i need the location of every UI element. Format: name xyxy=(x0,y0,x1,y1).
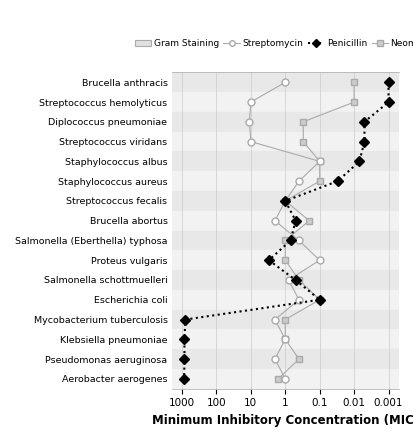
Bar xyxy=(171,72,398,92)
Bar xyxy=(171,171,398,191)
Bar xyxy=(171,191,398,211)
Bar xyxy=(171,152,398,171)
Bar xyxy=(171,290,398,310)
Bar xyxy=(171,349,398,369)
Bar xyxy=(171,310,398,329)
Bar xyxy=(171,270,398,290)
Legend: Gram Staining, Streptomycin, Penicillin, Neomycin: Gram Staining, Streptomycin, Penicillin,… xyxy=(131,36,413,52)
Bar xyxy=(171,211,398,231)
Bar xyxy=(171,250,398,270)
Bar xyxy=(171,92,398,112)
Bar xyxy=(171,231,398,250)
Bar xyxy=(171,329,398,349)
Bar xyxy=(171,369,398,389)
X-axis label: Minimum Inhibitory Concentration (MIC): Minimum Inhibitory Concentration (MIC) xyxy=(151,414,413,427)
Bar xyxy=(171,132,398,152)
Bar xyxy=(171,112,398,132)
